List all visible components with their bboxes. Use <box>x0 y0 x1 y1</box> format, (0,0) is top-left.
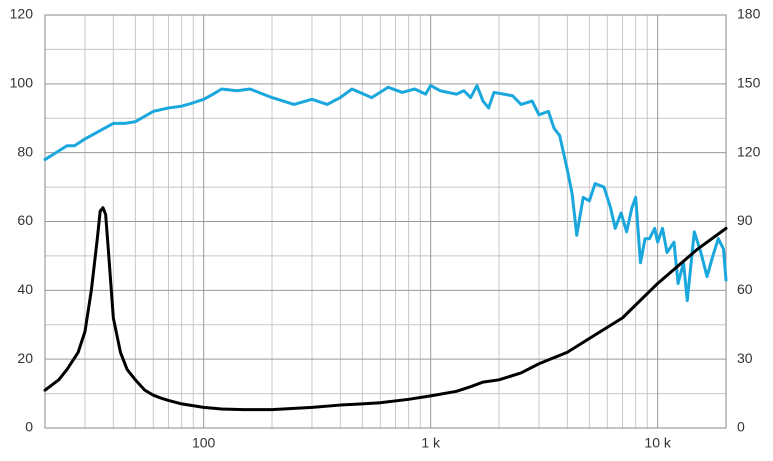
y2-tick-label: 120 <box>737 143 761 159</box>
y2-tick-label: 150 <box>737 75 761 91</box>
y-tick-label: 100 <box>10 75 34 91</box>
plot-border <box>44 14 727 429</box>
x-tick-label: 1 k <box>421 435 441 451</box>
series-line <box>43 206 728 412</box>
series-line <box>43 84 728 303</box>
x-tick-label: 10 k <box>644 435 671 451</box>
y2-tick-label: 180 <box>737 6 761 22</box>
y-tick-label: 20 <box>17 350 33 366</box>
y-tick-label: 40 <box>17 281 33 297</box>
y-tick-label: 60 <box>17 212 33 228</box>
y-tick-label: 80 <box>17 143 33 159</box>
y-tick-label: 0 <box>25 419 33 435</box>
y2-tick-label: 60 <box>737 281 753 297</box>
y-tick-label: 120 <box>10 6 34 22</box>
y2-tick-label: 90 <box>737 212 753 228</box>
y2-tick-label: 30 <box>737 350 753 366</box>
x-tick-label: 100 <box>192 435 216 451</box>
y2-tick-label: 0 <box>737 419 745 435</box>
